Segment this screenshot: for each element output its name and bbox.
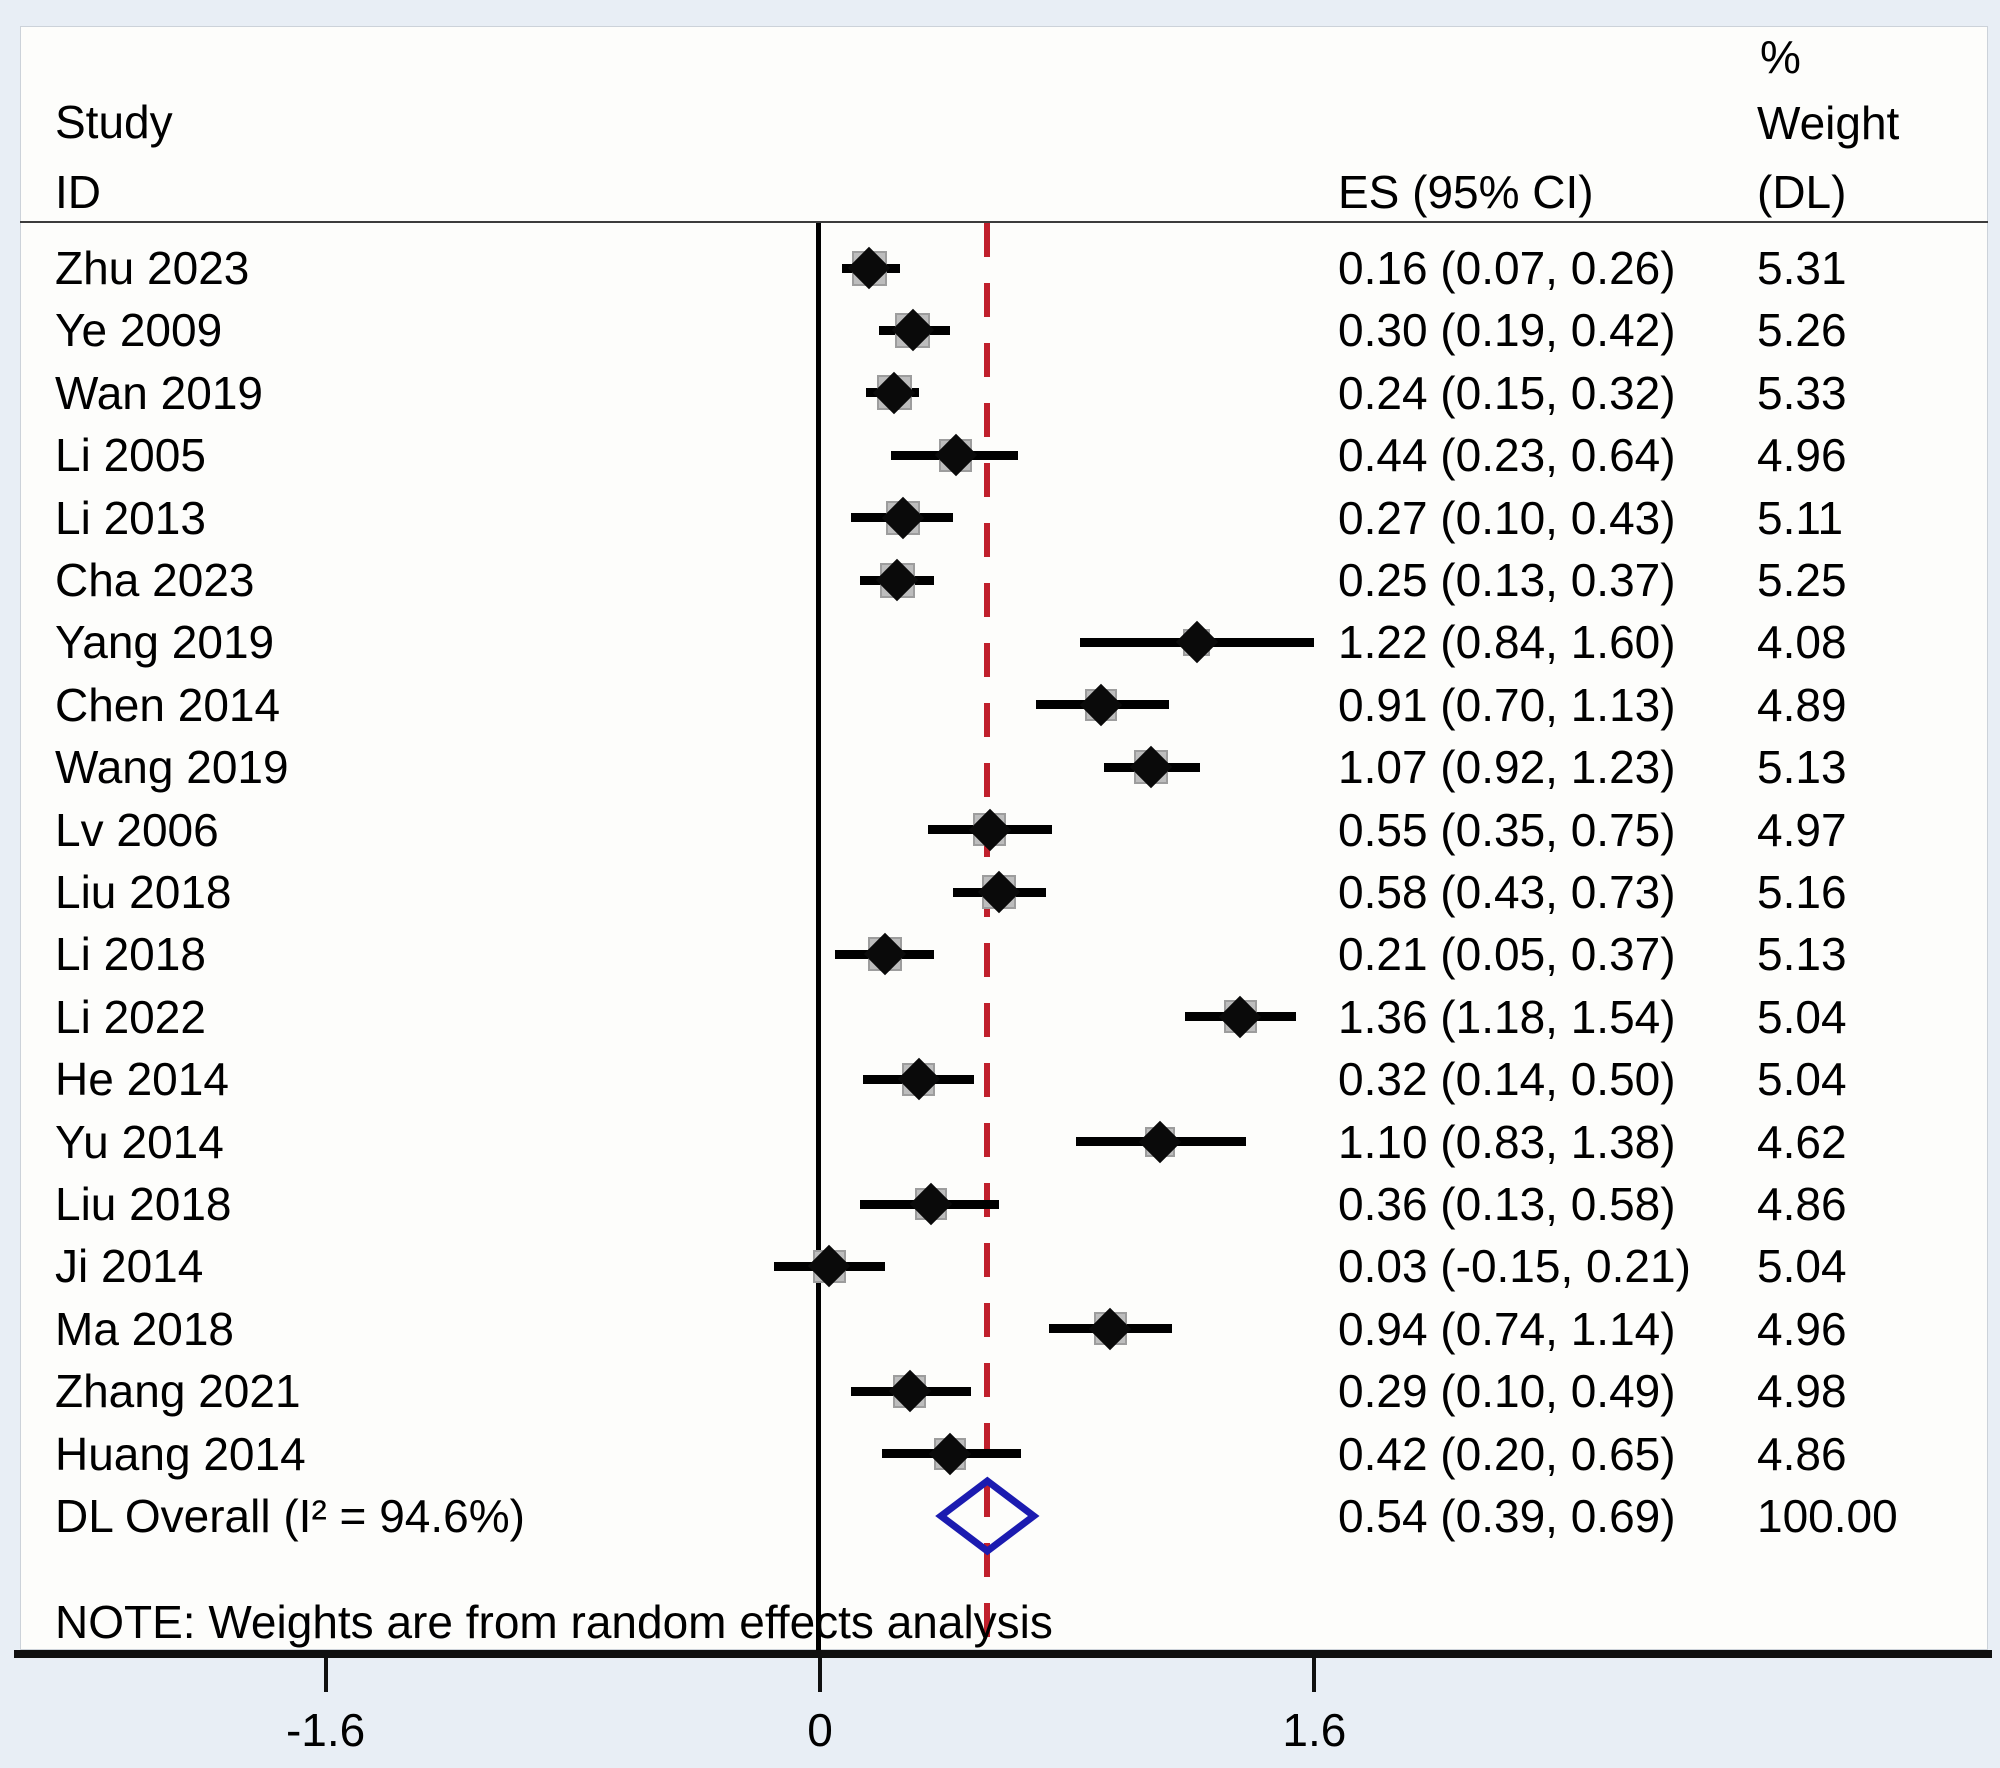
es-ci-value: 0.24 (0.15, 0.32) xyxy=(1338,366,1676,419)
header-divider-line xyxy=(20,221,1988,223)
es-ci-value: 0.42 (0.20, 0.65) xyxy=(1338,1427,1676,1480)
study-label: Yang 2019 xyxy=(55,616,275,669)
es-ci-value: 1.10 (0.83, 1.38) xyxy=(1338,1115,1676,1168)
es-ci-value: 0.44 (0.23, 0.64) xyxy=(1338,429,1676,482)
study-label: Li 2018 xyxy=(55,928,206,981)
es-ci-value: 0.29 (0.10, 0.49) xyxy=(1338,1365,1676,1418)
study-label: Liu 2018 xyxy=(55,1178,232,1230)
es-ci-value: 0.25 (0.13, 0.37) xyxy=(1338,554,1676,606)
weight-value: 4.96 xyxy=(1757,429,1847,482)
study-label: Yu 2014 xyxy=(55,1115,224,1168)
column-header-percent: % xyxy=(1760,31,1801,83)
overall-label: DL Overall (I² = 94.6%) xyxy=(55,1490,525,1542)
x-axis-tick-label: 0 xyxy=(807,1704,833,1756)
x-axis-tick xyxy=(818,1658,822,1692)
overall-estimate-dashed-line xyxy=(983,223,990,1650)
study-label: Zhang 2021 xyxy=(55,1365,301,1418)
study-label: Ma 2018 xyxy=(55,1302,235,1355)
x-axis-tick xyxy=(1312,1658,1317,1692)
study-label: Zhu 2023 xyxy=(55,242,250,294)
es-ci-value: 0.58 (0.43, 0.73) xyxy=(1338,866,1676,918)
es-ci-value: 0.27 (0.10, 0.43) xyxy=(1338,491,1676,544)
weight-value: 4.89 xyxy=(1757,678,1847,731)
overall-weight-value: 100.00 xyxy=(1757,1490,1898,1542)
weight-value: 5.26 xyxy=(1757,304,1847,357)
random-effects-note: NOTE: Weights are from random effects an… xyxy=(55,1596,1053,1648)
es-ci-value: 0.03 (-0.15, 0.21) xyxy=(1338,1240,1691,1293)
overall-diamond-shape xyxy=(934,1476,1040,1556)
study-label: Ye 2009 xyxy=(55,304,223,357)
es-ci-value: 1.22 (0.84, 1.60) xyxy=(1338,616,1676,669)
study-label: Li 2013 xyxy=(55,491,206,544)
overall-diamond xyxy=(934,1476,1040,1556)
weight-value: 5.04 xyxy=(1757,990,1847,1043)
weight-value: 5.31 xyxy=(1757,242,1847,294)
overall-es-ci-value: 0.54 (0.39, 0.69) xyxy=(1338,1490,1676,1542)
column-header-study: Study xyxy=(55,96,173,148)
study-label: Huang 2014 xyxy=(55,1427,306,1480)
weight-value: 5.25 xyxy=(1757,554,1847,606)
column-header-es-ci: ES (95% CI) xyxy=(1338,166,1594,218)
study-label: Liu 2018 xyxy=(55,866,232,918)
es-ci-value: 0.32 (0.14, 0.50) xyxy=(1338,1053,1676,1106)
weight-value: 4.86 xyxy=(1757,1427,1847,1480)
weight-value: 5.04 xyxy=(1757,1053,1847,1106)
weight-value: 5.13 xyxy=(1757,928,1847,981)
column-header-id: ID xyxy=(55,166,101,218)
es-ci-value: 0.94 (0.74, 1.14) xyxy=(1338,1302,1676,1355)
study-label: Lv 2006 xyxy=(55,803,219,856)
weight-value: 4.62 xyxy=(1757,1115,1847,1168)
weight-value: 5.33 xyxy=(1757,366,1847,419)
weight-value: 5.16 xyxy=(1757,866,1847,918)
study-label: Ji 2014 xyxy=(55,1240,204,1293)
study-label: Wan 2019 xyxy=(55,366,263,419)
weight-value: 4.97 xyxy=(1757,803,1847,856)
study-label: Wang 2019 xyxy=(55,741,289,794)
es-ci-value: 0.91 (0.70, 1.13) xyxy=(1338,678,1676,731)
x-axis-line xyxy=(14,1650,1992,1658)
es-ci-value: 0.21 (0.05, 0.37) xyxy=(1338,928,1676,981)
weight-value: 5.04 xyxy=(1757,1240,1847,1293)
weight-value: 4.98 xyxy=(1757,1365,1847,1418)
study-label: Li 2005 xyxy=(55,429,206,482)
weight-value: 4.86 xyxy=(1757,1178,1847,1230)
study-label: Chen 2014 xyxy=(55,678,281,731)
x-axis-tick-label: 1.6 xyxy=(1282,1704,1347,1756)
es-ci-value: 0.55 (0.35, 0.75) xyxy=(1338,803,1676,856)
weight-value: 4.96 xyxy=(1757,1302,1847,1355)
es-ci-value: 0.30 (0.19, 0.42) xyxy=(1338,304,1676,357)
es-ci-value: 0.36 (0.13, 0.58) xyxy=(1338,1178,1676,1230)
column-header-weight: Weight xyxy=(1757,97,1900,149)
weight-value: 5.13 xyxy=(1757,741,1847,794)
es-ci-value: 1.36 (1.18, 1.54) xyxy=(1338,990,1676,1043)
es-ci-value: 0.16 (0.07, 0.26) xyxy=(1338,242,1676,294)
x-axis-tick-label: -1.6 xyxy=(285,1704,366,1756)
column-header-dl: (DL) xyxy=(1757,166,1847,218)
study-label: He 2014 xyxy=(55,1053,229,1106)
weight-value: 5.11 xyxy=(1757,491,1844,544)
weight-value: 4.08 xyxy=(1757,616,1847,669)
study-label: Cha 2023 xyxy=(55,554,255,606)
study-label: Li 2022 xyxy=(55,990,206,1043)
zero-reference-line xyxy=(816,223,821,1650)
x-axis-tick xyxy=(323,1658,328,1692)
es-ci-value: 1.07 (0.92, 1.23) xyxy=(1338,741,1676,794)
